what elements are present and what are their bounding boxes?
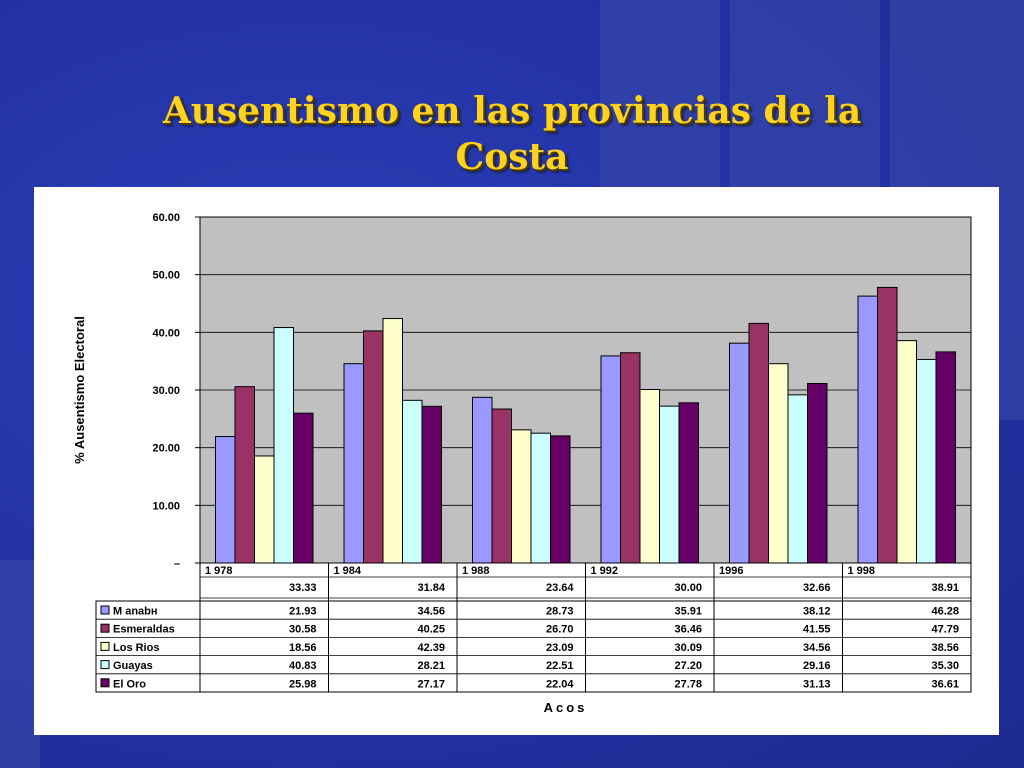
x-tick-label: 1 992 (591, 565, 619, 577)
legend-label: Los Rios (113, 642, 159, 654)
legend-swatch (100, 623, 110, 633)
bar (678, 402, 699, 564)
bar (748, 322, 769, 564)
bar (530, 432, 551, 564)
bar (234, 386, 255, 564)
x-tick-label: 1 988 (462, 565, 490, 577)
data-label: 23.09 (546, 642, 574, 654)
total-label: 31.84 (417, 582, 445, 594)
data-label: 47.79 (931, 624, 959, 636)
legend-swatch (100, 678, 110, 688)
background-building (0, 560, 40, 768)
y-tick-label: 20.00 (152, 443, 180, 455)
data-label: 46.28 (931, 606, 959, 618)
bar (877, 286, 898, 564)
slide-title: Ausentismo en las provincias de la Costa (0, 88, 1024, 180)
slide-title-line-2: Costa (455, 136, 569, 178)
data-label: 29.16 (803, 660, 831, 672)
data-label: 35.30 (931, 660, 959, 672)
bar (768, 363, 789, 564)
total-label: 38.91 (931, 582, 959, 594)
bar (935, 351, 956, 564)
bar (491, 408, 512, 564)
slide-title-line-1: Ausentismo en las provincias de la (162, 90, 862, 132)
bar (807, 382, 828, 564)
total-label: 30.00 (674, 582, 702, 594)
data-label: 42.39 (417, 642, 445, 654)
bar (620, 352, 641, 564)
data-label: 28.73 (546, 606, 574, 618)
bar (857, 295, 878, 564)
y-tick-label: 60.00 (152, 212, 180, 224)
y-tick-label: 50.00 (152, 270, 180, 282)
data-label: 27.78 (674, 678, 702, 690)
data-label: 30.58 (289, 624, 317, 636)
bar (659, 405, 680, 564)
x-tick-label: 1 978 (205, 565, 233, 577)
bar (600, 355, 621, 564)
data-table-frame (95, 600, 972, 693)
bar (254, 455, 275, 564)
data-label: 27.20 (674, 660, 702, 672)
data-label: 40.25 (417, 624, 445, 636)
bar (382, 318, 403, 564)
bar (896, 340, 917, 564)
bar (729, 342, 750, 564)
y-tick-label: 30.00 (152, 385, 180, 397)
data-label: 26.70 (546, 624, 574, 636)
x-tick-label: 1 998 (848, 565, 876, 577)
chart-panel: – 10.00 20.00 30.00 40.00 50.00 60.00 % Ausenti… (34, 187, 999, 735)
legend-swatch (100, 660, 110, 670)
data-label: 18.56 (289, 642, 317, 654)
bar (363, 330, 384, 564)
bar (511, 429, 532, 564)
data-label: 38.12 (803, 606, 831, 618)
bar (215, 436, 236, 564)
legend-swatch (100, 641, 110, 651)
y-tick-label: 10.00 (152, 500, 180, 512)
bar (550, 435, 571, 564)
legend-label: Guayas (113, 660, 153, 672)
data-label: 22.04 (546, 678, 574, 690)
bar-chart: – 10.00 20.00 30.00 40.00 50.00 60.00 % Ausenti… (72, 212, 972, 715)
data-label: 22.51 (546, 660, 574, 672)
data-label: 35.91 (674, 606, 702, 618)
data-label: 36.46 (674, 624, 702, 636)
data-label: 28.21 (417, 660, 445, 672)
bar (421, 405, 442, 564)
bar (787, 394, 808, 564)
bar (402, 399, 423, 564)
data-label: 21.93 (289, 606, 317, 618)
x-axis-title: Acos (544, 700, 588, 715)
x-tick-label: 1996 (719, 565, 743, 577)
legend-label: M anabн (113, 606, 158, 618)
y-tick-label: – (174, 558, 180, 570)
legend-label: Esmeraldas (113, 624, 175, 636)
bar (273, 327, 294, 564)
total-label: 32.66 (803, 582, 831, 594)
y-tick-label: 40.00 (152, 327, 180, 339)
legend-label: El Oro (113, 678, 146, 690)
x-tick-label: 1 984 (334, 565, 362, 577)
data-label: 31.13 (803, 678, 831, 690)
data-label: 36.61 (931, 678, 959, 690)
bar (343, 363, 364, 564)
data-label: 41.55 (803, 624, 831, 636)
data-label: 25.98 (289, 678, 317, 690)
data-label: 40.83 (289, 660, 317, 672)
bar (472, 396, 493, 564)
data-label: 34.56 (803, 642, 831, 654)
y-axis-title: % Ausentismo Electoral (72, 316, 87, 464)
total-label: 33.33 (289, 582, 317, 594)
data-label: 38.56 (931, 642, 959, 654)
data-label: 27.17 (417, 678, 445, 690)
total-label: 23.64 (546, 582, 574, 594)
bar (916, 358, 937, 564)
bar (639, 388, 660, 564)
legend-swatch (100, 605, 110, 615)
data-label: 30.09 (674, 642, 702, 654)
bar (293, 412, 314, 564)
data-label: 34.56 (417, 606, 445, 618)
